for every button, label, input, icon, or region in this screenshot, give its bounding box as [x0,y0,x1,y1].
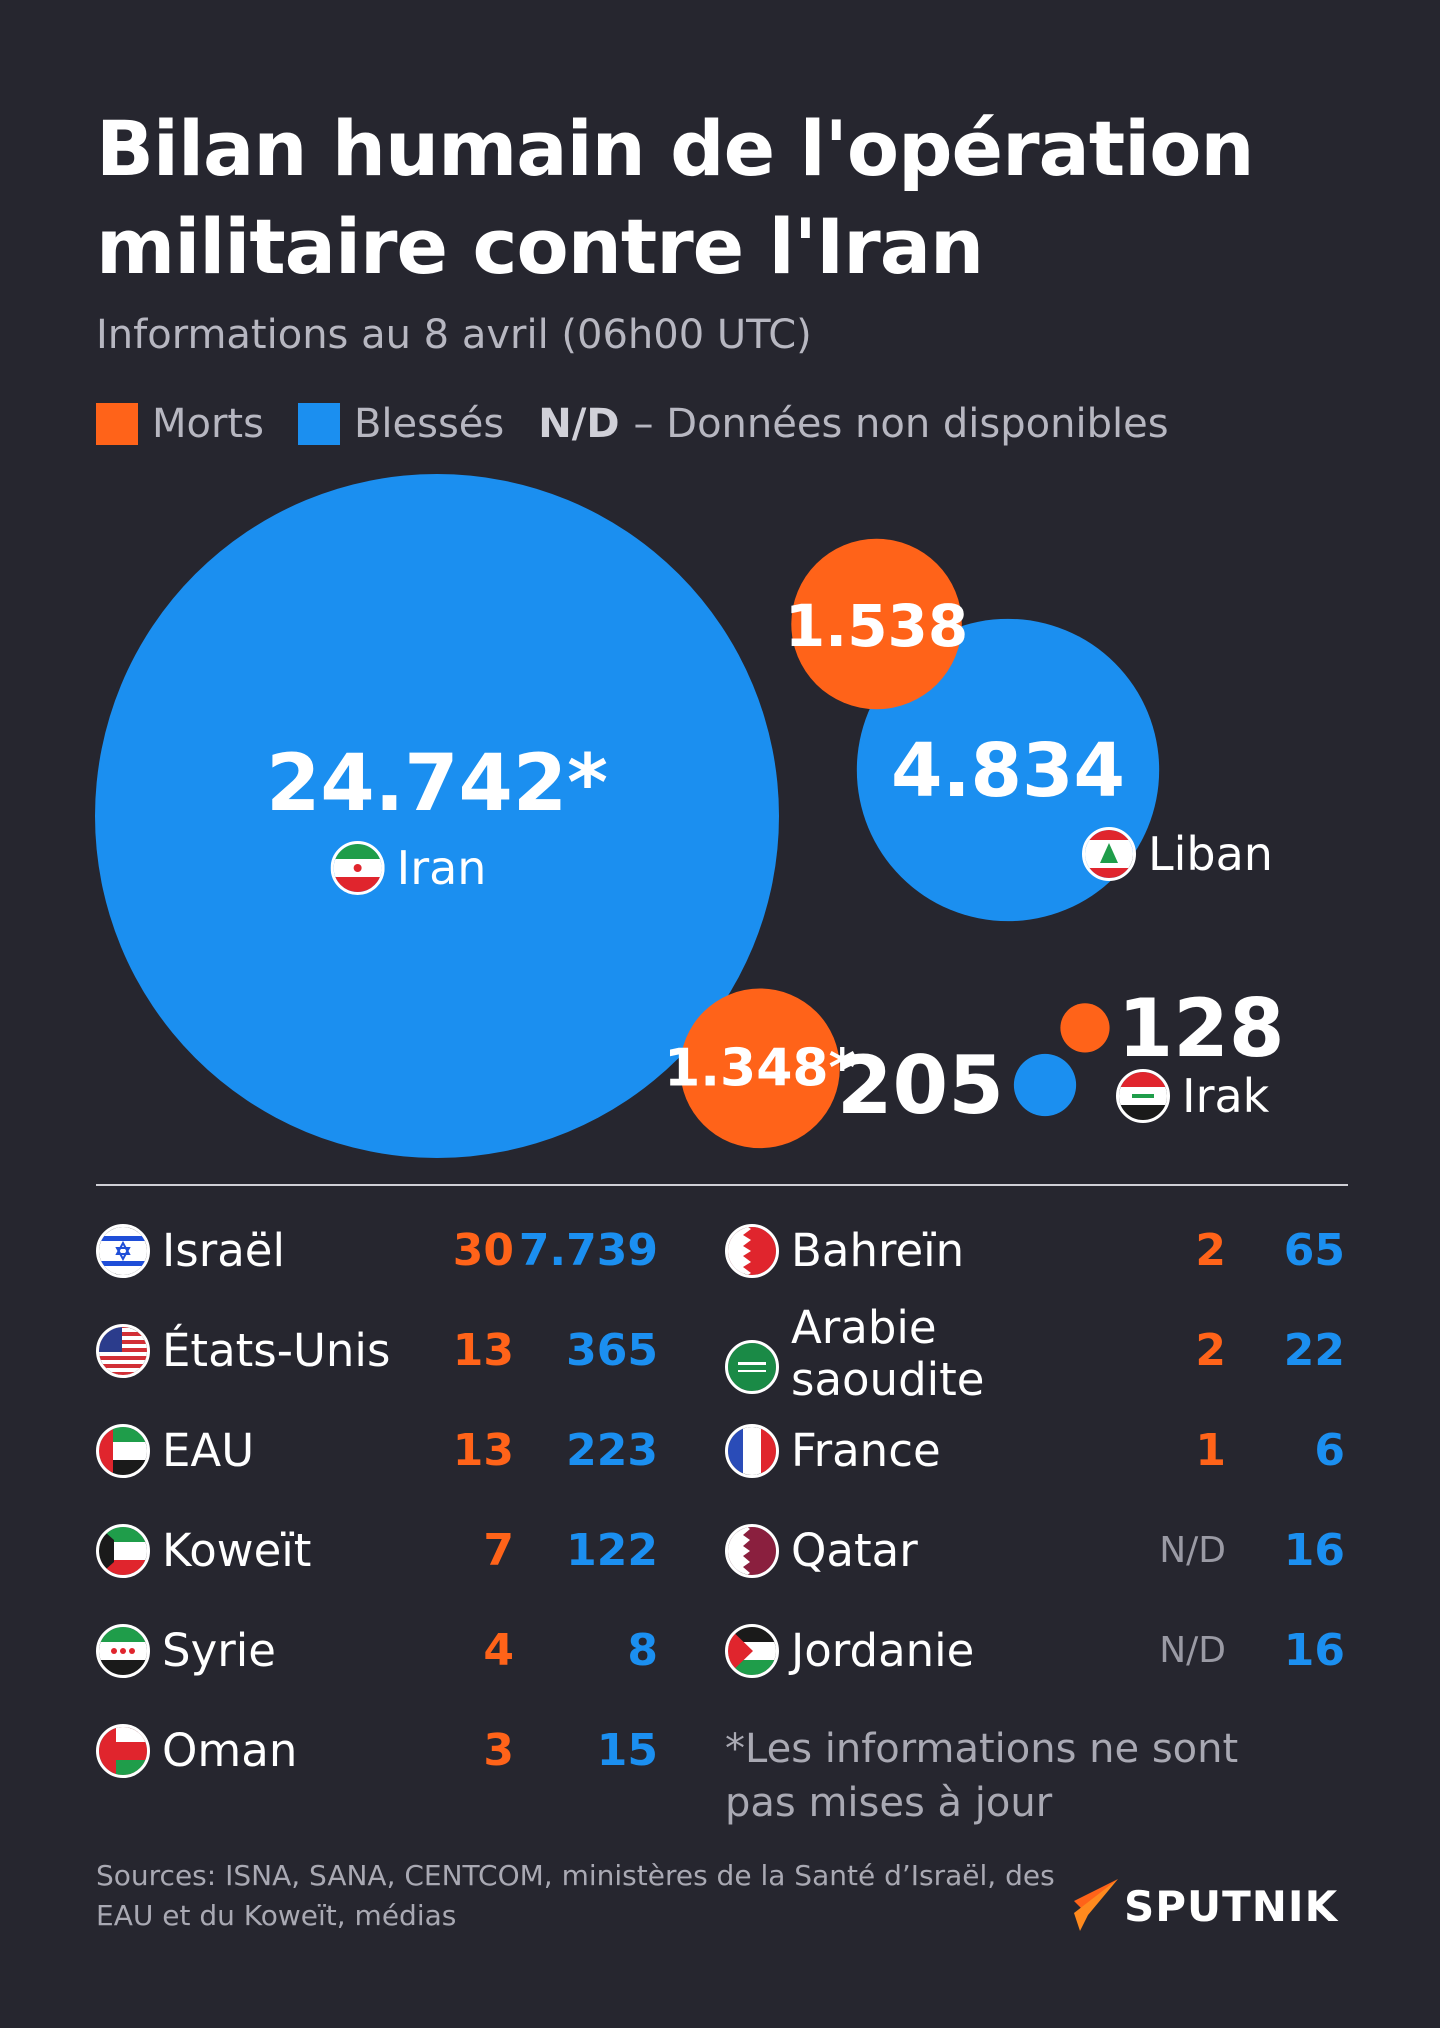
table-row-jordanie: Jordanie N/D 16 [725,1622,1345,1692]
deaths-value: 13 [452,1425,514,1476]
jordan-flag-icon [725,1624,779,1678]
lebanon-flag-icon [1082,827,1136,881]
iran-flag-icon [330,841,385,895]
injured-value: 223 [566,1425,658,1476]
deaths-label-irak: 128 [1118,982,1285,1075]
kuwait-flag-icon [96,1524,150,1578]
divider [96,1184,1348,1186]
qatar-flag-icon [725,1524,779,1578]
injured-value: 65 [1283,1225,1345,1276]
legend-deaths: Morts [96,401,264,447]
deaths-label-liban: 1.538 [785,592,968,660]
table-row-israel: Israël 30 7.739 [96,1222,658,1292]
legend-injured: Blessés [297,401,505,447]
injured-value: 365 [566,1325,658,1376]
saudi-flag-icon [725,1340,779,1394]
injured-bubble-iran [95,474,779,1158]
footnote: *Les informations ne sont pas mises à jo… [725,1726,1239,1826]
legend-injured-label: Blessés [353,401,505,447]
usa-flag-icon [96,1324,150,1378]
table-row-france: France 1 6 [725,1422,1345,1492]
table-row-etats-unis: États-Unis 13 365 [96,1322,658,1392]
country-name: Jordanie [791,1624,975,1677]
bubble-chart: 24.742* 1.348* Iran 4.834 1.538 Liban 205 128Ir… [95,474,1285,1158]
syria-flag-icon [96,1624,150,1678]
deaths-value: 7 [483,1525,514,1576]
table-row-bahrein: Bahreïn 2 65 [725,1222,1345,1292]
legend-nd-key: N/D [538,401,620,447]
page-subtitle: Informations au 8 avril (06h00 UTC) [96,312,812,358]
injured-label-irak: 205 [837,1039,1004,1132]
legend-injured-swatch [297,403,340,445]
bubble-country-irak: Irak [1182,1069,1270,1123]
deaths-value: 30 [452,1225,514,1276]
deaths-value: 1 [1195,1425,1226,1476]
oman-flag-icon [96,1724,150,1778]
table-row-qatar: Qatar N/D 16 [725,1522,1345,1592]
injured-label-liban: 4.834 [891,728,1125,814]
country-name: Qatar [791,1524,918,1577]
country-name: États-Unis [162,1324,391,1377]
table-row-syrie: Syrie 4 8 [96,1622,658,1692]
bubble-country-liban: Liban [1148,827,1273,881]
deaths-bubble-iran [680,988,840,1149]
legend-nd: N/D – Données non disponibles [538,401,1168,447]
table-row-eau: EAU 13 223 [96,1422,658,1492]
country-name: Oman [162,1724,298,1777]
injured-value: 7.739 [518,1225,658,1276]
deaths-value: 13 [452,1325,514,1376]
page-title: Bilan humain de l'opération militaire co… [96,104,1255,291]
legend-deaths-label: Morts [152,401,264,447]
table-row-oman: Oman 3 15 [96,1722,658,1792]
country-name: Syrie [162,1624,276,1677]
deaths-value: 2 [1195,1325,1226,1376]
brand-logo: SPUTNIK [1060,1876,1338,1936]
legend: Morts Blessés N/D – Données non disponib… [96,396,1203,452]
bubble-group-iran: 24.742* 1.348* Iran [95,474,856,1158]
bahrain-flag-icon [725,1224,779,1278]
injured-value: 8 [627,1625,658,1676]
injured-value: 22 [1283,1325,1345,1376]
deaths-value: 4 [483,1625,514,1676]
bubble-group-liban: 4.834 1.538 Liban [785,538,1273,922]
deaths-value: N/D [1159,1630,1226,1671]
country-name: Arabie saoudite [791,1301,985,1406]
injured-bubble-irak [1013,1053,1077,1117]
injured-value: 16 [1283,1625,1345,1676]
table-row-arabie-saoudite: Arabie saoudite 2 22 [725,1302,1345,1406]
injured-label-iran: 24.742* [266,739,608,829]
deaths-label-iran: 1.348* [664,1038,856,1098]
legend-deaths-swatch [96,403,138,445]
injured-value: 16 [1283,1525,1345,1576]
iraq-flag-icon [1116,1069,1170,1123]
deaths-bubble-irak [1060,1003,1110,1053]
country-name: France [791,1424,941,1477]
israel-flag-icon [96,1224,150,1278]
deaths-value: 3 [483,1725,514,1776]
injured-value: 6 [1314,1425,1345,1476]
deaths-value: N/D [1159,1530,1226,1571]
deaths-value: 2 [1195,1225,1226,1276]
country-name: Bahreïn [791,1224,965,1277]
bubble-country-iran: Iran [397,841,487,895]
injured-value: 15 [596,1725,658,1776]
sources: Sources: ISNA, SANA, CENTCOM, ministères… [96,1859,1055,1932]
uae-flag-icon [96,1424,150,1478]
legend-nd-text: – Données non disponibles [633,401,1169,447]
country-name: EAU [162,1424,255,1477]
table-row-koweit: Koweït 7 122 [96,1522,658,1592]
sputnik-logo-icon [1074,1879,1118,1931]
france-flag-icon [725,1424,779,1478]
deaths-bubble-liban [791,538,962,710]
injured-value: 122 [566,1525,658,1576]
country-name: Israël [162,1224,285,1277]
country-name: Koweït [162,1524,312,1577]
brand-name: SPUTNIK [1124,1881,1339,1931]
